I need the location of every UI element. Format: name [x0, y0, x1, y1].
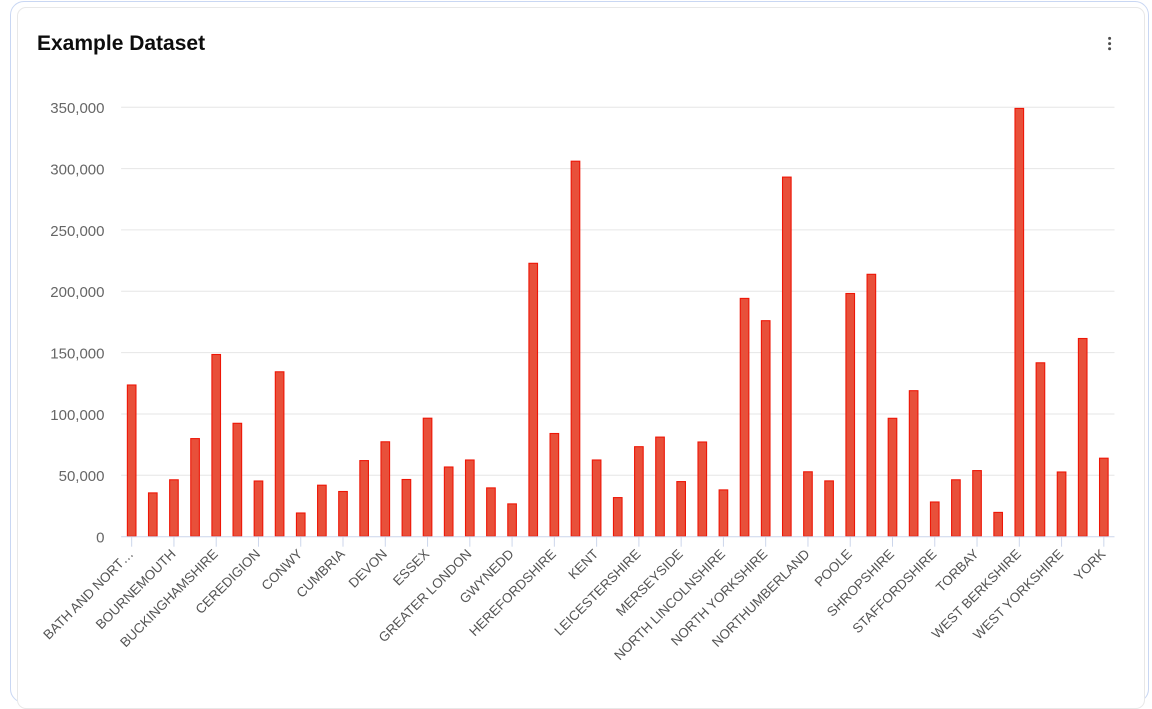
svg-text:100,000: 100,000 — [50, 407, 104, 424]
svg-text:50,000: 50,000 — [59, 468, 105, 485]
svg-text:KENT: KENT — [565, 546, 601, 582]
svg-text:200,000: 200,000 — [50, 284, 104, 301]
svg-text:ESSEX: ESSEX — [390, 546, 432, 588]
svg-text:350,000: 350,000 — [50, 100, 104, 117]
svg-text:STAFFORDSHIRE: STAFFORDSHIRE — [850, 546, 940, 636]
svg-text:BOURNEMOUTH: BOURNEMOUTH — [93, 546, 179, 632]
svg-text:YORK: YORK — [1071, 546, 1108, 583]
svg-text:250,000: 250,000 — [50, 223, 104, 240]
svg-text:0: 0 — [96, 530, 104, 547]
svg-text:300,000: 300,000 — [50, 162, 104, 179]
svg-text:DEVON: DEVON — [346, 546, 390, 590]
svg-text:150,000: 150,000 — [50, 346, 104, 363]
